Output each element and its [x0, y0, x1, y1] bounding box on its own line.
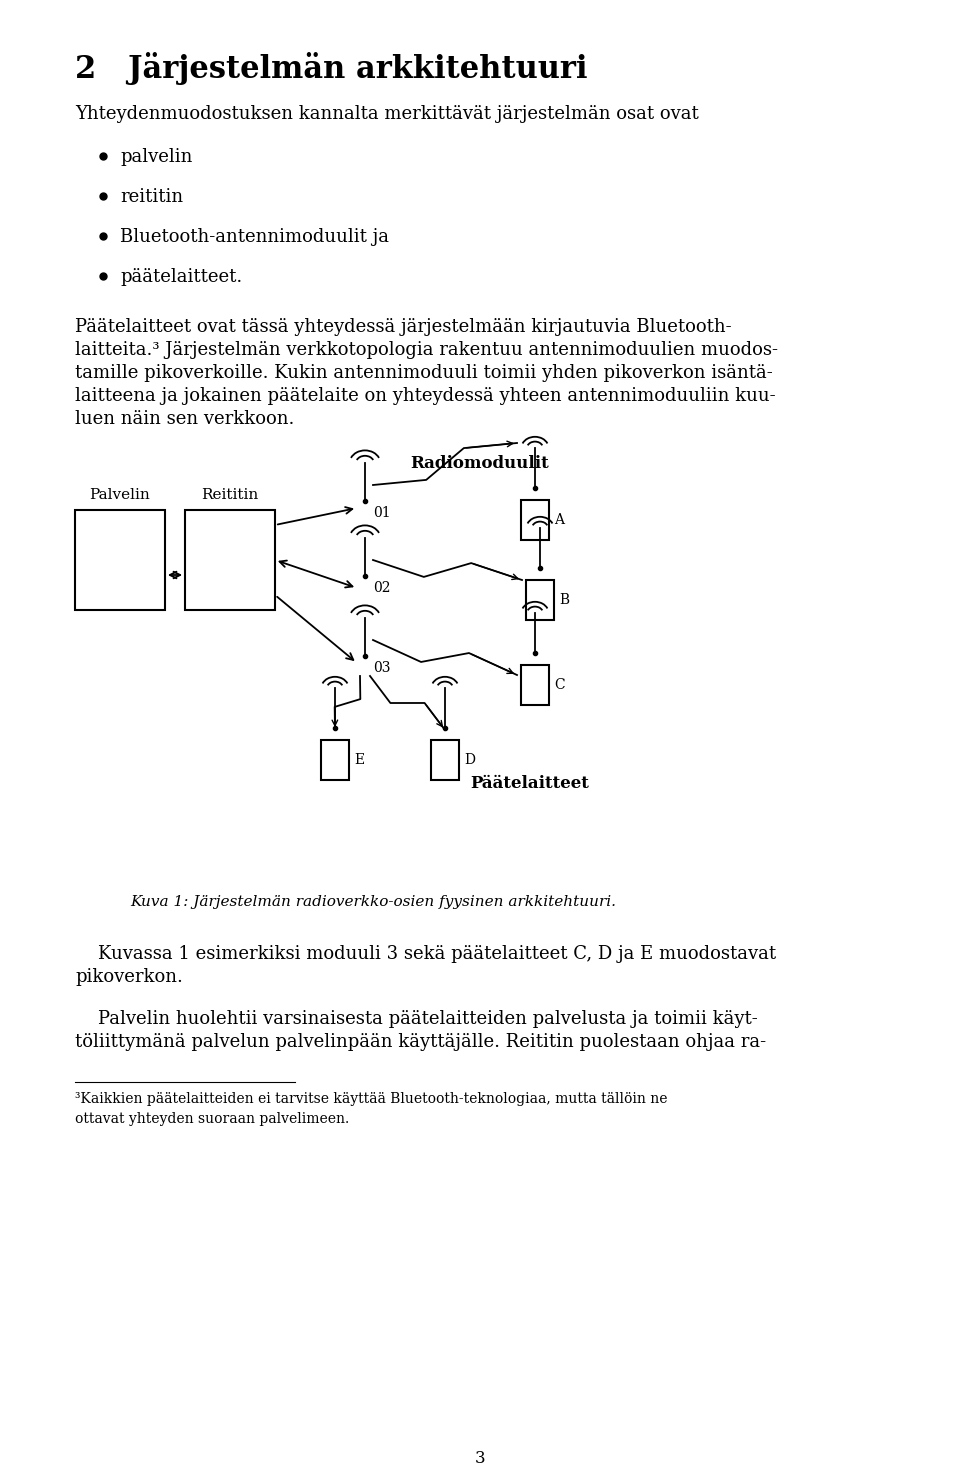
- Text: luen näin sen verkkoon.: luen näin sen verkkoon.: [75, 410, 295, 427]
- Bar: [521, 665, 549, 705]
- Text: laitteena ja jokainen päätelaite on yhteydessä yhteen antennimoduuliin kuu-: laitteena ja jokainen päätelaite on yhte…: [75, 387, 776, 405]
- Text: reititin: reititin: [120, 188, 183, 206]
- Bar: [521, 500, 549, 540]
- Bar: [526, 580, 554, 620]
- Text: Päätelaitteet ovat tässä yhteydessä järjestelmään kirjautuvia Bluetooth-: Päätelaitteet ovat tässä yhteydessä järj…: [75, 318, 732, 335]
- Bar: [431, 741, 459, 781]
- Bar: [185, 510, 275, 610]
- Text: A: A: [554, 513, 564, 527]
- Text: Kuva 1: Järjestelmän radioverkko-osien fyysinen arkkitehtuuri.: Kuva 1: Järjestelmän radioverkko-osien f…: [130, 895, 616, 910]
- Text: ottavat yhteyden suoraan palvelimeen.: ottavat yhteyden suoraan palvelimeen.: [75, 1112, 349, 1126]
- Bar: [321, 741, 349, 781]
- Text: laitteita.³ Järjestelmän verkkotopologia rakentuu antennimoduulien muodos-: laitteita.³ Järjestelmän verkkotopologia…: [75, 341, 778, 359]
- Text: Yhteydenmuodostuksen kannalta merkittävät järjestelmän osat ovat: Yhteydenmuodostuksen kannalta merkittävä…: [75, 105, 699, 123]
- Text: B: B: [559, 594, 569, 607]
- Text: Bluetooth-antennimoduulit ja: Bluetooth-antennimoduulit ja: [120, 229, 389, 246]
- Text: Palvelin huolehtii varsinaisesta päätelaitteiden palvelusta ja toimii käyt-: Palvelin huolehtii varsinaisesta päätela…: [75, 1011, 757, 1028]
- Text: 2   Järjestelmän arkkitehtuuri: 2 Järjestelmän arkkitehtuuri: [75, 52, 588, 85]
- Text: ³Kaikkien päätelaitteiden ei tarvitse käyttää Bluetooth-teknologiaa, mutta tällö: ³Kaikkien päätelaitteiden ei tarvitse kä…: [75, 1092, 667, 1106]
- Text: pikoverkon.: pikoverkon.: [75, 968, 182, 985]
- Text: D: D: [464, 752, 475, 767]
- Text: 02: 02: [373, 582, 391, 595]
- Bar: [75, 510, 165, 610]
- Text: Kuvassa 1 esimerkiksi moduuli 3 sekä päätelaitteet C, D ja E muodostavat: Kuvassa 1 esimerkiksi moduuli 3 sekä pää…: [75, 945, 776, 963]
- Text: töliittymänä palvelun palvelinpään käyttäjälle. Reititin puolestaan ohjaa ra-: töliittymänä palvelun palvelinpään käytt…: [75, 1033, 766, 1051]
- Text: 03: 03: [373, 660, 391, 675]
- Text: E: E: [354, 752, 364, 767]
- Text: 01: 01: [373, 506, 391, 519]
- Text: tamille pikoverkoille. Kukin antennimoduuli toimii yhden pikoverkon isäntä-: tamille pikoverkoille. Kukin antennimodu…: [75, 364, 773, 381]
- Text: C: C: [554, 678, 564, 692]
- Text: Päätelaitteet: Päätelaitteet: [470, 775, 588, 792]
- Text: Palvelin: Palvelin: [89, 488, 151, 502]
- Text: Radiomoduulit: Radiomoduulit: [411, 456, 549, 472]
- Text: Reititin: Reititin: [202, 488, 258, 502]
- Text: päätelaitteet.: päätelaitteet.: [120, 269, 242, 286]
- Text: palvelin: palvelin: [120, 148, 192, 166]
- Text: 3: 3: [474, 1450, 486, 1468]
